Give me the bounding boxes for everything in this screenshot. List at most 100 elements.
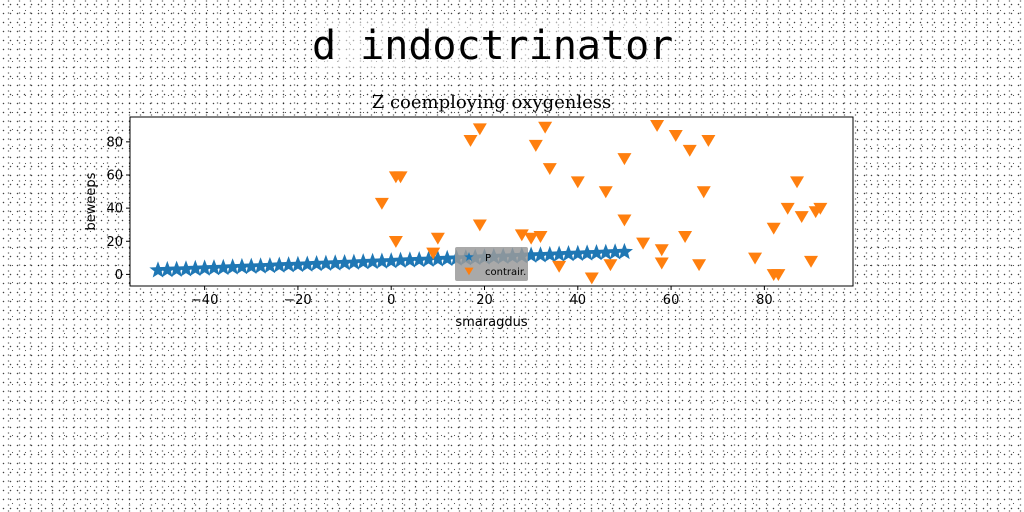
data-point	[205, 259, 223, 276]
series-layer	[149, 120, 828, 285]
y-axis: 0 20 40 60 80	[106, 135, 130, 283]
legend-marker	[464, 252, 474, 261]
data-point	[463, 134, 478, 147]
data-point	[542, 163, 557, 176]
data-point	[569, 244, 587, 261]
data-point	[149, 261, 167, 278]
data-point	[168, 260, 186, 277]
data-point	[392, 251, 410, 268]
data-point	[158, 260, 176, 278]
data-point	[804, 255, 819, 268]
data-point	[531, 246, 549, 263]
data-point	[298, 255, 316, 272]
data-point	[682, 144, 697, 157]
data-point	[224, 258, 242, 275]
figure-title: d indoctrinator	[312, 22, 674, 70]
data-point	[617, 153, 632, 166]
data-point	[636, 237, 651, 250]
data-point	[597, 243, 615, 260]
data-point	[233, 257, 251, 275]
data-point	[538, 121, 553, 134]
data-point	[603, 259, 618, 272]
data-point	[280, 256, 298, 273]
data-point	[472, 219, 487, 232]
data-point	[528, 139, 543, 152]
data-point	[373, 252, 391, 269]
data-point	[326, 254, 344, 271]
data-point	[533, 231, 548, 243]
data-point	[429, 250, 447, 267]
y-tick-label: 0	[115, 268, 123, 283]
data-point	[514, 229, 529, 242]
data-point	[186, 259, 204, 276]
data-point	[317, 254, 335, 271]
x-tick-label: −40	[191, 293, 218, 308]
y-tick-label: 40	[106, 202, 123, 217]
data-point	[550, 245, 568, 262]
data-point	[598, 186, 613, 199]
data-point	[794, 211, 809, 224]
data-point	[177, 260, 195, 277]
data-point	[214, 258, 232, 276]
data-point	[364, 252, 382, 270]
plot-title: Z coemploying oxygenless	[372, 92, 612, 113]
data-point	[570, 176, 585, 189]
data-point	[780, 202, 795, 215]
data-point	[654, 244, 669, 257]
data-point	[430, 232, 445, 245]
x-tick-label: 60	[663, 293, 680, 308]
data-point	[438, 249, 456, 267]
data-point	[261, 257, 279, 274]
legend-label: P	[485, 253, 491, 264]
data-point	[252, 257, 270, 274]
x-tick-label: 0	[387, 293, 395, 308]
legend-label: contrair.	[485, 267, 526, 278]
data-point	[401, 251, 419, 268]
data-point	[541, 245, 559, 263]
data-point	[552, 260, 567, 273]
data-point	[650, 120, 665, 132]
data-point	[654, 257, 669, 270]
data-point	[668, 129, 683, 142]
x-tick-label: 40	[570, 293, 587, 308]
data-point	[771, 269, 786, 282]
data-point	[790, 176, 805, 189]
x-axis: −40 −20 0 20 40 60 80	[191, 286, 773, 308]
data-point	[382, 252, 400, 269]
data-point	[587, 244, 605, 261]
data-point	[578, 244, 596, 261]
data-point	[242, 257, 260, 274]
x-tick-label: 80	[756, 293, 773, 308]
series-2	[374, 120, 828, 285]
data-point	[701, 134, 716, 147]
data-point	[606, 243, 624, 260]
y-tick-label: 20	[106, 235, 123, 250]
data-point	[420, 250, 438, 267]
data-point	[308, 255, 326, 272]
y-axis-label: beweeps	[84, 172, 99, 230]
data-point	[196, 259, 214, 276]
data-point	[617, 214, 632, 227]
data-point	[692, 259, 707, 272]
data-point	[336, 254, 354, 271]
legend-marker	[464, 267, 474, 276]
data-point	[813, 202, 828, 215]
data-point	[696, 186, 711, 199]
plot-frame	[129, 116, 854, 287]
data-point	[289, 255, 307, 273]
data-point	[522, 246, 540, 263]
data-point	[388, 236, 403, 248]
data-point	[393, 171, 408, 184]
data-point	[270, 256, 288, 273]
data-point	[374, 197, 389, 210]
x-axis-label: smaragdus	[455, 315, 527, 330]
y-tick-label: 60	[106, 168, 123, 183]
data-point	[524, 232, 539, 245]
data-point	[748, 252, 763, 265]
data-point	[354, 253, 372, 270]
data-point	[678, 231, 693, 243]
y-tick-label: 80	[106, 135, 123, 150]
data-point	[345, 253, 363, 270]
data-point	[615, 242, 633, 260]
